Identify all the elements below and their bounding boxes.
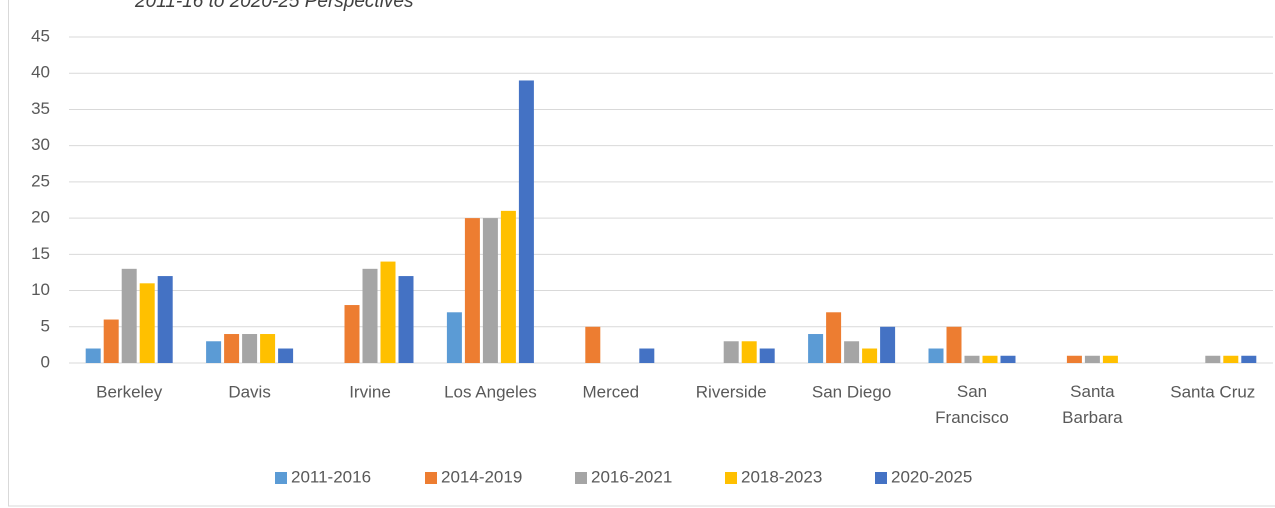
y-tick-label: 45 — [31, 26, 50, 45]
bar — [380, 261, 396, 363]
x-tick-label: Davis — [228, 382, 271, 401]
bar — [1066, 355, 1082, 363]
y-tick-label: 20 — [31, 208, 50, 227]
legend-swatch — [875, 472, 887, 484]
bar — [1223, 355, 1239, 363]
bar — [585, 326, 601, 363]
legend-swatch — [725, 472, 737, 484]
bar — [723, 341, 739, 363]
y-tick-label: 40 — [31, 63, 50, 82]
x-tick-label: Irvine — [349, 382, 391, 401]
bar — [206, 341, 222, 363]
legend-label: 2011-2016 — [291, 467, 371, 486]
x-tick-label: Los Angeles — [444, 382, 537, 401]
y-tick-label: 15 — [31, 244, 50, 263]
y-tick-label: 30 — [31, 135, 50, 154]
bar — [121, 268, 137, 363]
bar — [344, 305, 360, 363]
x-tick-label: Berkeley — [96, 382, 163, 401]
bar — [224, 334, 240, 363]
bar — [946, 326, 962, 363]
bar — [464, 218, 480, 363]
legend-label: 2020-2025 — [891, 467, 972, 486]
bar — [1000, 355, 1016, 363]
bar — [103, 319, 119, 363]
bar — [826, 312, 842, 363]
bar — [278, 348, 294, 363]
y-tick-label: 35 — [31, 99, 50, 118]
bar — [446, 312, 462, 363]
bar — [139, 283, 155, 363]
bar — [741, 341, 757, 363]
chart-border — [8, 0, 1275, 507]
bar — [1102, 355, 1118, 363]
bar — [844, 341, 860, 363]
bar — [880, 326, 896, 363]
bar — [1084, 355, 1100, 363]
bar — [362, 268, 378, 363]
bar — [759, 348, 775, 363]
legend-label: 2018-2023 — [741, 467, 822, 486]
x-tick-label: Riverside — [696, 382, 767, 401]
bar — [928, 348, 944, 363]
legend-label: 2014-2019 — [441, 467, 522, 486]
bar — [518, 80, 534, 363]
bar — [862, 348, 878, 363]
bar — [1205, 355, 1221, 363]
y-tick-label: 5 — [41, 316, 50, 335]
x-tick-label: Santa Cruz — [1170, 382, 1255, 401]
bar — [639, 348, 655, 363]
bar — [982, 355, 998, 363]
y-tick-label: 10 — [31, 280, 50, 299]
legend-swatch — [575, 472, 587, 484]
bar — [398, 276, 414, 363]
x-tick-label: San Francisco — [935, 382, 1009, 427]
bar — [1241, 355, 1257, 363]
bar — [85, 348, 101, 363]
y-tick-label: 0 — [41, 352, 50, 371]
bar — [808, 334, 824, 363]
y-tick-label: 25 — [31, 171, 50, 190]
x-tick-label: San Diego — [812, 382, 891, 401]
bar — [157, 276, 173, 363]
legend-swatch — [425, 472, 437, 484]
chart-title: 2011-16 to 2020-25 Perspectives — [134, 0, 414, 12]
bar — [242, 334, 258, 363]
bar — [260, 334, 276, 363]
bar — [500, 210, 516, 363]
legend-label: 2016-2021 — [591, 467, 672, 486]
bar — [964, 355, 980, 363]
bar — [482, 218, 498, 363]
x-tick-label: Merced — [582, 382, 639, 401]
legend-swatch — [275, 472, 287, 484]
x-tick-label: Santa Barbara — [1062, 382, 1123, 427]
